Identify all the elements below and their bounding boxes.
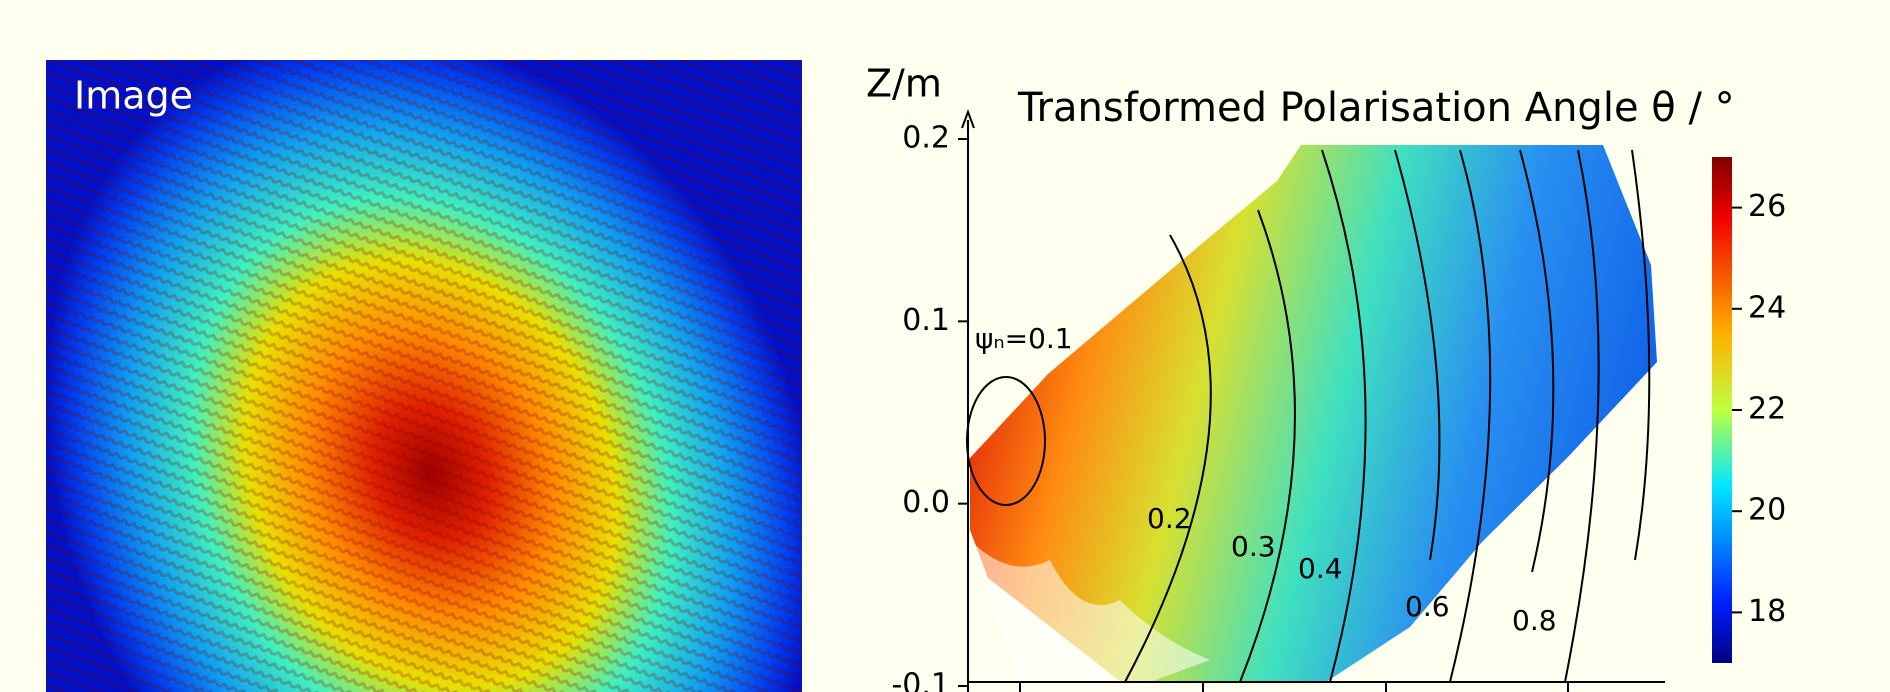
slide: Image ψₙ=0.1 0.2 0.3 0.4 0.6 0.8 Z/m Tra… bbox=[0, 0, 1890, 692]
y-tick-label: -0.1 bbox=[891, 668, 950, 692]
image-panel: Image bbox=[46, 60, 802, 692]
contour-label: 0.8 bbox=[1512, 604, 1557, 637]
contour-label: 0.2 bbox=[1147, 502, 1192, 535]
y-tick-label: 0.0 bbox=[902, 485, 950, 520]
plot-title: Transformed Polarisation Angle θ / ° bbox=[1017, 85, 1735, 131]
contour-label: ψₙ=0.1 bbox=[975, 322, 1073, 355]
page: {"image_panel": {"label": "Image"}, "plo… bbox=[0, 0, 1890, 692]
colorbar-tick-label: 22 bbox=[1748, 392, 1786, 427]
colorbar-tick-label: 18 bbox=[1748, 594, 1786, 629]
contour-label: 0.4 bbox=[1298, 552, 1343, 585]
colorbar-tick-label: 26 bbox=[1748, 189, 1786, 224]
y-axis-label: Z/m bbox=[866, 62, 942, 106]
contour-label: 0.3 bbox=[1231, 530, 1276, 563]
colorbar bbox=[1712, 157, 1732, 663]
fringe-texture bbox=[46, 60, 802, 692]
contour-label: 0.6 bbox=[1405, 590, 1450, 623]
colorbar-tick-label: 20 bbox=[1748, 493, 1786, 528]
colorbar-tick-label: 24 bbox=[1748, 290, 1786, 325]
plot-panel: ψₙ=0.1 0.2 0.3 0.4 0.6 0.8 Z/m Transform… bbox=[866, 62, 1786, 692]
image-label: Image bbox=[74, 74, 193, 118]
y-tick-label: 0.2 bbox=[902, 121, 950, 156]
y-tick-label: 0.1 bbox=[902, 303, 950, 338]
